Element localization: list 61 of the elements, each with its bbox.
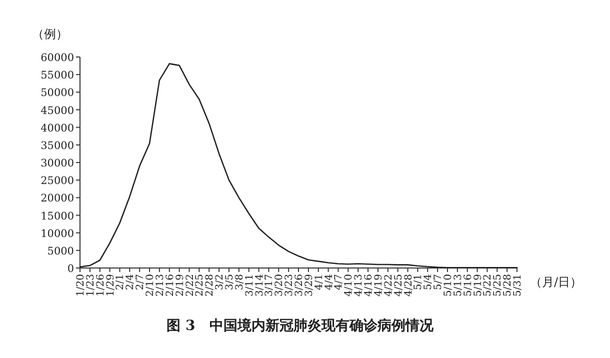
x-tick-label: 1/20	[76, 274, 86, 296]
x-tick-label: 2/4	[125, 274, 136, 290]
x-tick-label: 4/4	[324, 274, 335, 290]
x-tick-label: 2/16	[164, 274, 176, 296]
x-tick-label: 4/16	[364, 274, 375, 296]
x-tick-label: 2/25	[194, 274, 206, 296]
x-tick-label: 3/26	[294, 274, 305, 296]
x-tick-label: 2/10	[145, 274, 156, 296]
x-tick-label: 4/19	[373, 274, 384, 296]
x-tick-label: 5/7	[433, 274, 444, 290]
x-tick-label: 5/4	[423, 274, 434, 290]
x-tick-label: 4/22	[383, 274, 394, 296]
x-tick-label: 3/5	[224, 274, 236, 290]
x-tick-label: 5/13	[452, 274, 464, 296]
x-tick-label: 3/2	[214, 274, 226, 290]
x-tick-label: 2/22	[184, 274, 196, 296]
x-tick-label: 5/1	[413, 274, 424, 290]
y-tick-label: 40000	[40, 122, 74, 134]
x-tick-label: 5/31	[512, 274, 524, 296]
x-tick-label: 2/19	[174, 274, 186, 296]
x-tick-label: 5/10	[442, 274, 454, 296]
x-tick-label: 5/19	[472, 274, 484, 296]
y-tick-label: 30000	[40, 158, 74, 170]
y-tick-label: 45000	[40, 104, 74, 117]
y-tick-label: 10000	[40, 228, 74, 240]
y-tick-label: 55000	[40, 70, 74, 82]
y-tick-label: 60000	[40, 52, 74, 64]
x-tick-label: 5/25	[492, 274, 504, 296]
x-tick-label: 3/20	[274, 274, 286, 296]
x-tick-label: 4/10	[344, 274, 355, 296]
x-tick-label: 4/1	[314, 274, 325, 290]
x-tick-label: 5/22	[482, 274, 494, 296]
x-tick-label: 4/7	[334, 274, 345, 290]
x-tick-label: 1/29	[105, 274, 116, 296]
y-tick-label: 20000	[40, 192, 74, 205]
x-tick-label: 4/28	[403, 274, 414, 296]
x-tick-label: 1/23	[85, 274, 96, 296]
y-tick-label: 15000	[40, 210, 74, 222]
x-tick-label: 2/1	[115, 274, 126, 290]
x-tick-label: 3/14	[254, 274, 266, 296]
x-tick-label: 1/26	[95, 274, 106, 296]
x-tick-label: 4/25	[393, 274, 404, 296]
x-tick-label: 3/8	[234, 274, 246, 290]
x-axis-title: （月/日）	[530, 275, 582, 289]
y-tick-label: 35000	[40, 140, 74, 152]
x-tick-label: 5/28	[502, 274, 514, 296]
y-tick-label: 25000	[40, 175, 74, 188]
x-tick-label: 2/13	[154, 274, 166, 296]
y-tick-label: 5000	[47, 245, 74, 258]
x-tick-label: 2/7	[135, 274, 146, 290]
y-axis-title: （例）	[32, 27, 68, 41]
y-tick-label: 50000	[40, 87, 74, 100]
x-tick-label: 5/16	[462, 274, 474, 296]
x-tick-label: 3/11	[244, 274, 256, 296]
x-tick-label: 3/29	[304, 274, 315, 296]
text: 图 3 中国境内新冠肺炎现有确诊病例情况	[166, 317, 434, 334]
x-tick-label: 3/23	[284, 274, 296, 296]
x-tick-label: 2/28	[204, 274, 216, 296]
y-tick-label: 0	[67, 263, 74, 275]
x-tick-label: 4/13	[354, 274, 365, 296]
x-tick-label: 3/17	[264, 274, 276, 296]
